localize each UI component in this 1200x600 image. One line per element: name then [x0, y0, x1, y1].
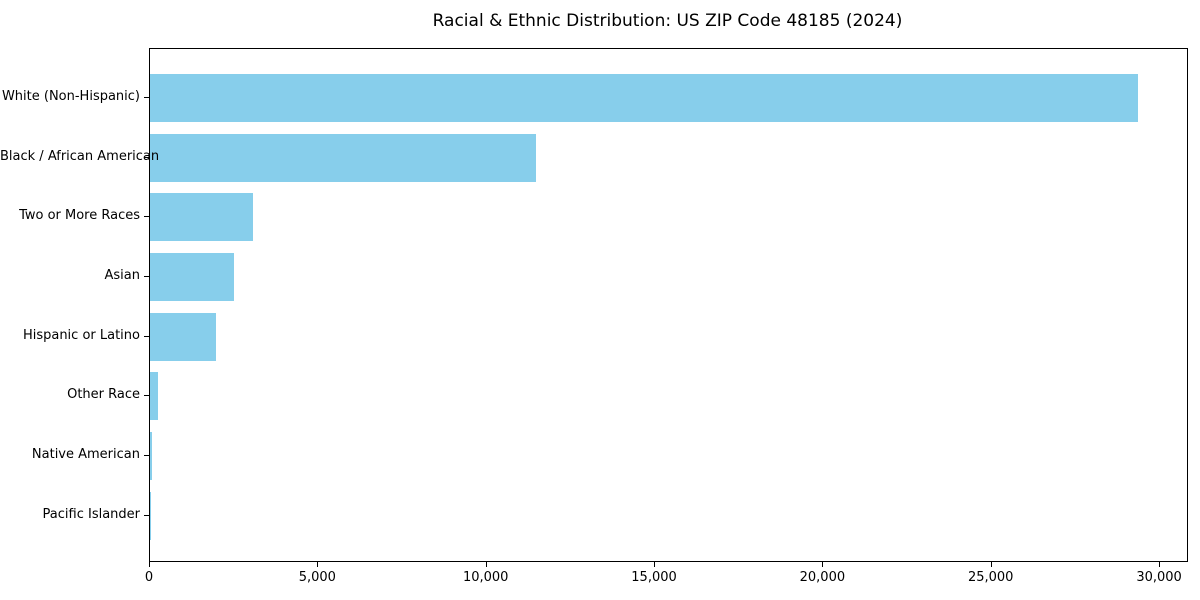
y-label-asian: Asian	[104, 268, 140, 283]
y-label-black-african-american: Black / African American	[0, 148, 160, 164]
x-tick-5000	[317, 562, 319, 567]
x-tick-15000	[654, 562, 656, 567]
x-tick-label-25000: 25,000	[967, 570, 1014, 585]
x-tick-20000	[822, 562, 824, 567]
bar-hispanic-or-latino	[150, 312, 216, 361]
y-tick-two-or-more-races	[144, 216, 149, 218]
x-tick-0	[149, 562, 150, 567]
x-tick-label-0: 0	[144, 570, 154, 585]
y-label-native-american: Native American	[31, 447, 140, 463]
bar-white-non-hispanic	[150, 74, 1138, 122]
x-tick-label-30000: 30,000	[1136, 570, 1182, 585]
y-label-other-race: Other Race	[67, 387, 140, 403]
chart-title: Racial & Ethnic Distribution: US ZIP Cod…	[432, 11, 903, 31]
bar-other-race	[150, 372, 159, 421]
x-tick-label-5000: 5,000	[298, 570, 336, 585]
y-label-two-or-more-races: Two or More Races	[19, 208, 140, 224]
y-label-hispanic-or-latino: Hispanic or Latino	[22, 327, 140, 343]
x-tick-10000	[485, 562, 487, 567]
y-tick-other-race	[144, 395, 149, 397]
y-label-white-non-hispanic: White (Non-Hispanic)	[1, 89, 140, 104]
bar-two-or-more-races	[150, 193, 253, 242]
y-tick-native-american	[144, 455, 149, 457]
bar-native-american	[150, 432, 152, 481]
bar-black-african-american	[150, 133, 536, 182]
plot-area	[149, 48, 1188, 562]
x-tick-label-20000: 20,000	[799, 570, 846, 585]
y-tick-black-african-american	[144, 156, 149, 158]
x-tick-25000	[990, 562, 992, 567]
y-tick-pacific-islander	[144, 514, 149, 516]
y-tick-asian	[144, 276, 149, 277]
x-tick-30000	[1159, 562, 1161, 567]
x-tick-label-15000: 15,000	[631, 570, 677, 585]
y-tick-hispanic-or-latino	[144, 335, 149, 337]
y-tick-white-non-hispanic	[144, 97, 149, 98]
y-label-pacific-islander: Pacific Islander	[42, 506, 140, 522]
x-tick-label-10000: 10,000	[462, 570, 509, 585]
bar-asian	[150, 253, 235, 301]
